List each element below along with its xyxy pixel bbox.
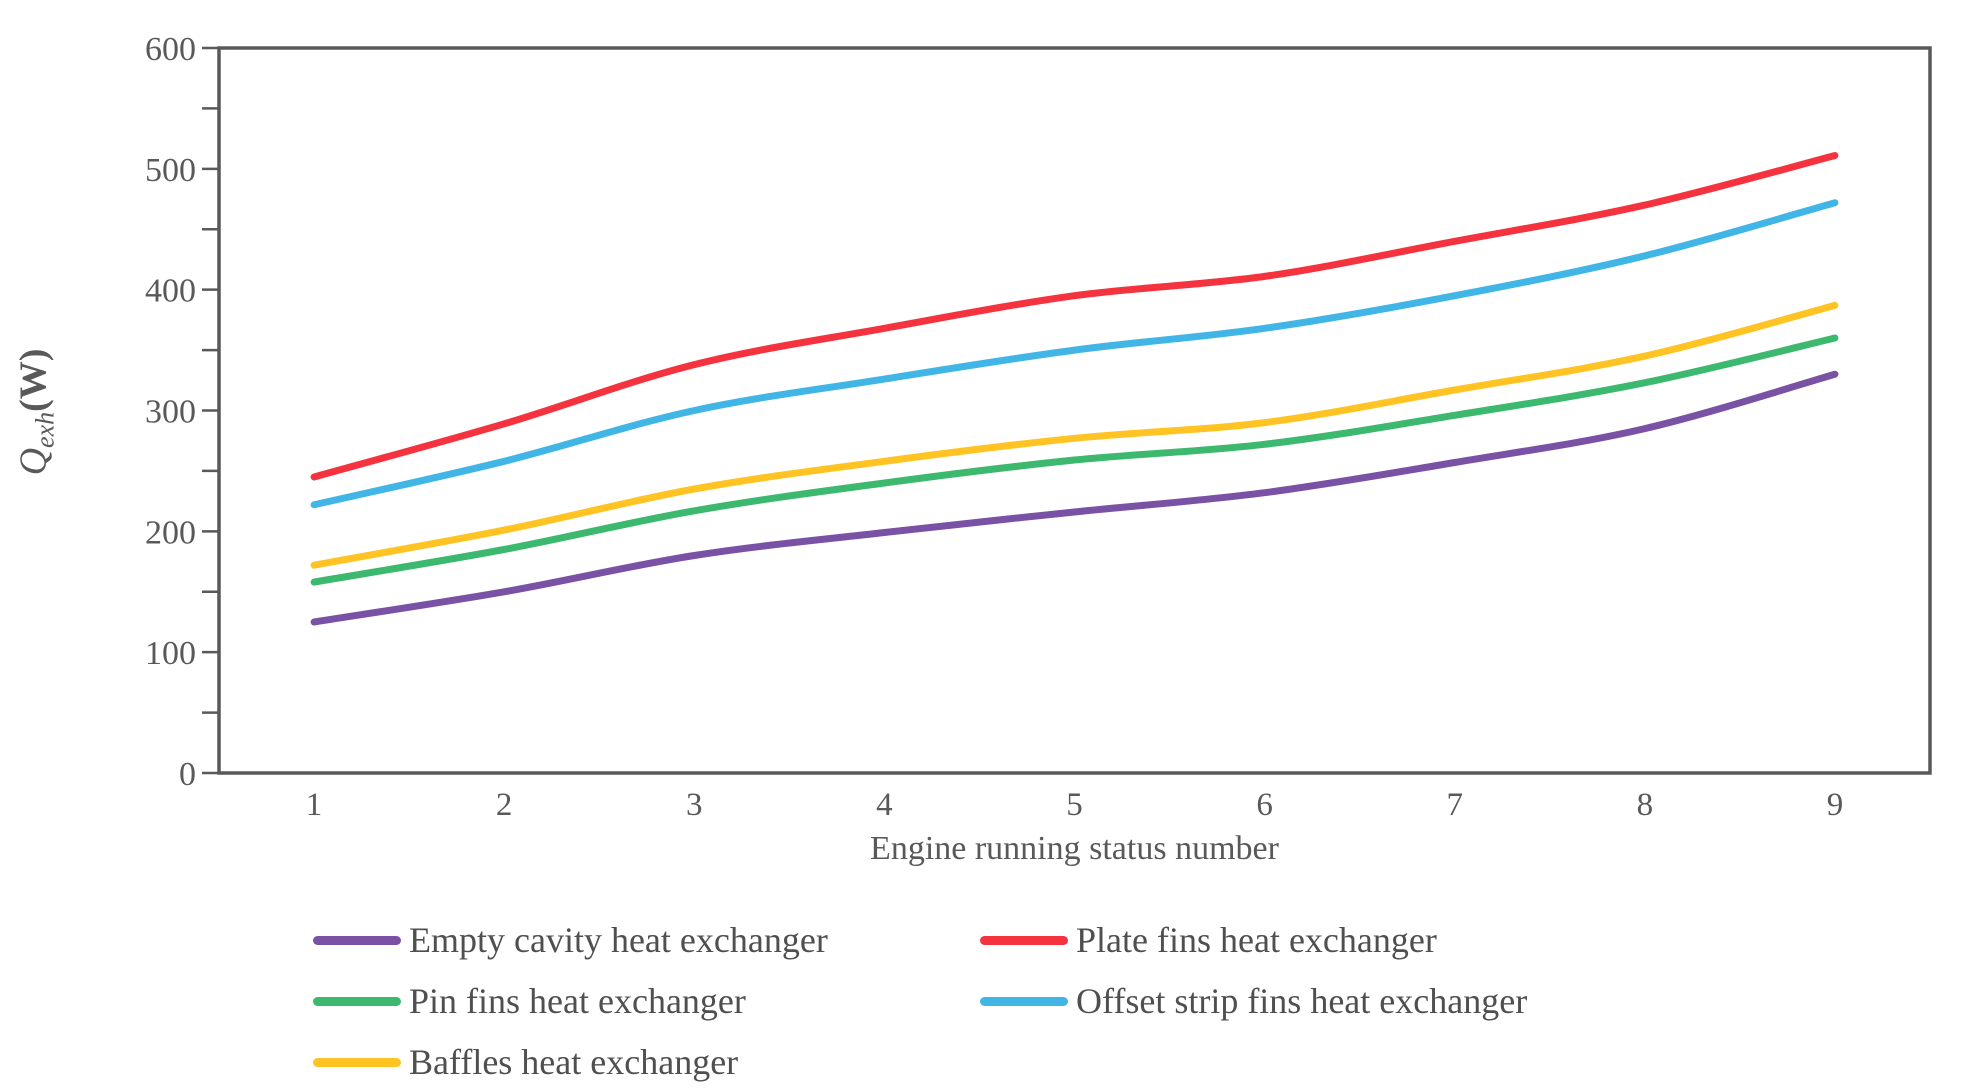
legend-label: Offset strip fins heat exchanger: [1076, 981, 1528, 1021]
legend-swatch: [980, 996, 1068, 1006]
legend-item: Empty cavity heat exchanger: [313, 919, 828, 961]
y-axis-title-unit: (W): [12, 348, 55, 412]
legend-label: Baffles heat exchanger: [409, 1042, 739, 1082]
x-tick-label: 1: [306, 787, 323, 823]
y-axis-title-symbol: Q: [12, 447, 55, 476]
y-axis-title-subscript: exh: [30, 411, 60, 448]
y-tick-label: 200: [145, 514, 196, 551]
x-tick-label: 7: [1446, 787, 1463, 823]
legend-swatch: [313, 1057, 401, 1067]
x-tick-label: 6: [1256, 787, 1273, 823]
y-tick-label: 500: [145, 152, 196, 189]
series-line: [310, 334, 1839, 586]
legend-label: Empty cavity heat exchanger: [409, 920, 828, 960]
legend-item: Offset strip fins heat exchanger: [980, 980, 1527, 1022]
x-tick-label: 2: [496, 787, 513, 823]
x-axis-title: Engine running status number: [870, 830, 1279, 867]
legend-item: Plate fins heat exchanger: [980, 919, 1437, 961]
x-tick-label: 4: [876, 787, 893, 823]
y-tick-label: 400: [145, 273, 196, 310]
legend-swatch: [313, 935, 401, 945]
series-line: [310, 152, 1839, 481]
series-line: [310, 199, 1839, 509]
legend-swatch: [980, 935, 1068, 945]
x-tick-label: 8: [1637, 787, 1654, 823]
series-line: [310, 370, 1839, 626]
legend-item: Pin fins heat exchanger: [313, 980, 746, 1022]
legend-label: Plate fins heat exchanger: [1076, 920, 1437, 960]
legend-swatch: [313, 996, 401, 1006]
series-line: [310, 301, 1839, 569]
legend-item: Baffles heat exchanger: [313, 1041, 738, 1083]
legend-label: Pin fins heat exchanger: [409, 981, 746, 1021]
y-tick-label: 100: [145, 635, 196, 672]
y-tick-label: 600: [145, 31, 196, 68]
x-tick-label: 3: [686, 787, 703, 823]
y-tick-label: 0: [179, 756, 196, 793]
plot-border: [217, 46, 1932, 775]
y-tick-label: 300: [145, 394, 196, 431]
x-tick-label: 5: [1066, 787, 1083, 823]
y-axis-title: Qexh(W): [12, 349, 61, 476]
x-tick-label: 9: [1827, 787, 1844, 823]
